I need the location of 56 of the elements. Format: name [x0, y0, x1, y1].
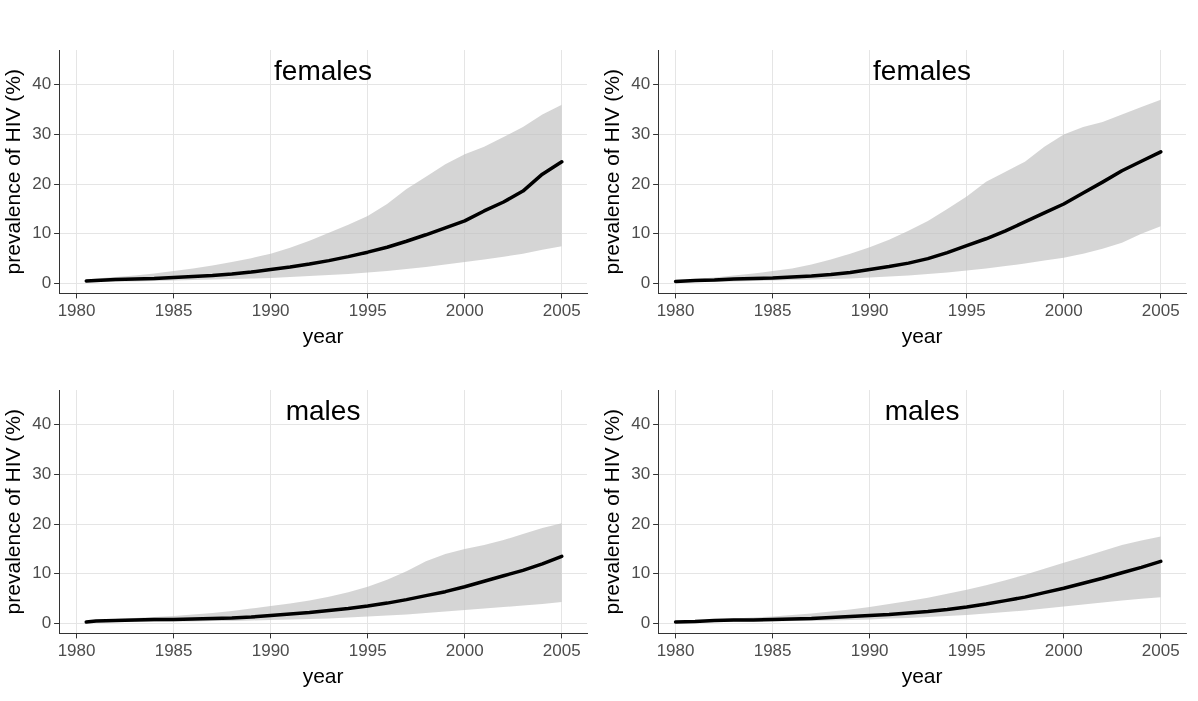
y-tick-label: 0 [41, 273, 52, 293]
y-axis-title: prevalence of HIV (%) [1, 408, 25, 615]
x-tick-label: 2000 [445, 301, 484, 321]
x-tick-label: 2005 [1141, 641, 1180, 661]
x-tick-label: 2000 [445, 641, 484, 661]
x-tick-label: 1980 [656, 301, 695, 321]
x-tick-label: 1995 [348, 301, 387, 321]
x-tick-label: 1985 [154, 641, 193, 661]
x-tick-label: 2000 [1044, 641, 1083, 661]
y-tick-label: 10 [32, 223, 52, 243]
x-tick-label: 1990 [850, 641, 889, 661]
chart-title: females [873, 54, 972, 86]
y-tick-label: 20 [32, 173, 52, 193]
y-tick-label: 10 [631, 563, 651, 583]
y-tick-label: 0 [640, 613, 651, 633]
y-tick-label: 0 [640, 273, 651, 293]
y-tick-label: 40 [631, 414, 651, 434]
y-tick-label: 30 [631, 124, 651, 144]
y-tick-label: 10 [32, 563, 52, 583]
x-tick-label: 2005 [542, 641, 581, 661]
x-tick-label: 1985 [753, 641, 792, 661]
chart-title: females [274, 54, 373, 86]
x-tick-label: 1990 [850, 301, 889, 321]
y-tick-label: 10 [631, 223, 651, 243]
y-tick-label: 20 [32, 513, 52, 533]
chart-title: males [884, 394, 960, 426]
chart-title: males [285, 394, 361, 426]
y-tick-label: 0 [41, 613, 52, 633]
y-axis-title: prevalence of HIV (%) [600, 408, 624, 615]
x-tick-label: 2005 [542, 301, 581, 321]
x-tick-label: 2000 [1044, 301, 1083, 321]
x-tick-label: 1990 [251, 301, 290, 321]
x-tick-label: 1980 [57, 301, 96, 321]
y-tick-label: 30 [32, 464, 52, 484]
x-tick-label: 1980 [57, 641, 96, 661]
x-tick-label: 1990 [251, 641, 290, 661]
x-tick-label: 1995 [348, 641, 387, 661]
x-axis-title: year [302, 664, 344, 688]
y-tick-label: 40 [32, 74, 52, 94]
x-axis-title: year [901, 664, 943, 688]
x-tick-label: 1995 [947, 301, 986, 321]
y-axis-title: prevalence of HIV (%) [1, 68, 25, 275]
x-tick-label: 1985 [753, 301, 792, 321]
x-axis-title: year [901, 324, 943, 348]
x-tick-label: 1980 [656, 641, 695, 661]
y-tick-label: 30 [631, 464, 651, 484]
x-tick-label: 2005 [1141, 301, 1180, 321]
x-tick-label: 1995 [947, 641, 986, 661]
x-tick-label: 1985 [154, 301, 193, 321]
y-tick-label: 30 [32, 124, 52, 144]
y-tick-label: 20 [631, 173, 651, 193]
y-tick-label: 40 [32, 414, 52, 434]
y-tick-label: 20 [631, 513, 651, 533]
y-tick-label: 40 [631, 74, 651, 94]
y-axis-title: prevalence of HIV (%) [600, 68, 624, 275]
x-axis-title: year [302, 324, 344, 348]
